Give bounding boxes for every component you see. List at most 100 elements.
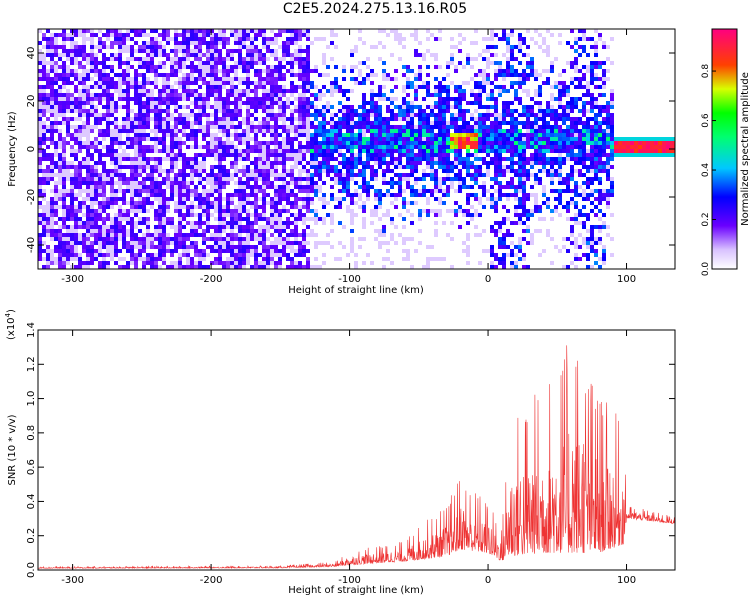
heatmap-cell xyxy=(242,153,246,157)
heatmap-cell xyxy=(282,101,286,105)
heatmap-cell xyxy=(78,81,82,85)
heatmap-cell xyxy=(86,193,90,197)
heatmap-cell xyxy=(98,93,102,97)
heatmap-cell xyxy=(46,221,50,225)
heatmap-cell xyxy=(470,165,474,169)
heatmap-cell xyxy=(342,145,346,149)
heatmap-cell xyxy=(390,97,394,101)
heatmap-cells xyxy=(38,29,675,269)
heatmap-cell xyxy=(146,229,150,233)
heatmap-cell xyxy=(146,201,150,205)
heatmap-cell xyxy=(214,181,218,185)
heatmap-cell xyxy=(310,181,314,185)
heatmap-cell xyxy=(194,129,198,133)
heatmap-cell xyxy=(134,221,138,225)
heatmap-cell xyxy=(38,105,42,109)
heatmap-cell xyxy=(202,201,206,205)
heatmap-cell xyxy=(110,169,114,173)
heatmap-cell xyxy=(458,189,462,193)
heatmap-cell xyxy=(94,105,98,109)
heatmap-cell xyxy=(122,241,126,245)
heatmap-cell xyxy=(222,129,226,133)
heatmap-cell xyxy=(286,153,290,157)
heatmap-cell xyxy=(534,173,538,177)
heatmap-cell xyxy=(370,213,374,217)
heatmap-cell xyxy=(194,213,198,217)
heatmap-cell xyxy=(538,145,542,149)
heatmap-cell xyxy=(82,105,86,109)
heatmap-cell xyxy=(310,145,314,149)
heatmap-cell xyxy=(446,161,450,165)
heatmap-cell xyxy=(182,177,186,181)
heatmap-cell xyxy=(102,197,106,201)
heatmap-cell xyxy=(134,245,138,249)
heatmap-cell xyxy=(490,129,494,133)
heatmap-cell xyxy=(362,145,366,149)
heatmap-cell xyxy=(362,133,366,137)
heatmap-cell xyxy=(138,29,142,33)
heatmap-cell xyxy=(242,141,246,145)
heatmap-cell xyxy=(62,29,66,33)
heatmap-cell xyxy=(82,225,86,229)
heatmap-cell xyxy=(326,101,330,105)
heatmap-cell xyxy=(438,85,442,89)
heatmap-cell xyxy=(58,225,62,229)
heatmap-cell xyxy=(434,93,438,97)
heatmap-cell xyxy=(190,145,194,149)
heatmap-cell xyxy=(474,97,478,101)
heatmap-cell xyxy=(302,197,306,201)
heatmap-cell xyxy=(298,97,302,101)
heatmap-cell xyxy=(254,265,258,269)
heatmap-cell xyxy=(130,125,134,129)
heatmap-cell xyxy=(362,41,366,45)
heatmap-cell xyxy=(46,53,50,57)
heatmap-cell xyxy=(166,97,170,101)
heatmap-cell xyxy=(194,173,198,177)
heatmap-cell xyxy=(462,97,466,101)
heatmap-cell xyxy=(186,81,190,85)
heatmap-cell xyxy=(114,241,118,245)
heatmap-cell xyxy=(422,193,426,197)
heatmap-cell xyxy=(502,193,506,197)
heatmap-cell xyxy=(366,161,370,165)
heatmap-cell xyxy=(206,41,210,45)
heatmap-cell xyxy=(522,193,526,197)
heatmap-cell xyxy=(194,265,198,269)
heatmap-cell xyxy=(306,161,310,165)
heatmap-cell xyxy=(266,153,270,157)
heatmap-cell xyxy=(210,169,214,173)
heatmap-cell xyxy=(246,73,250,77)
heatmap-cell xyxy=(106,65,110,69)
heatmap-cell xyxy=(94,189,98,193)
heatmap-cell xyxy=(534,93,538,97)
heatmap-cell xyxy=(438,181,442,185)
heatmap-cell xyxy=(166,89,170,93)
heatmap-cell xyxy=(206,181,210,185)
heatmap-cell xyxy=(338,205,342,209)
heatmap-cell xyxy=(238,233,242,237)
heatmap-cell xyxy=(162,157,166,161)
heatmap-cell xyxy=(146,101,150,105)
heatmap-cell xyxy=(110,149,114,153)
heatmap-cell xyxy=(110,225,114,229)
heatmap-cell xyxy=(454,121,458,125)
heatmap-cell xyxy=(134,161,138,165)
heatmap-cell xyxy=(194,53,198,57)
heatmap-cell xyxy=(322,205,326,209)
heatmap-cell xyxy=(150,65,154,69)
heatmap-cell xyxy=(210,261,214,265)
heatmap-cell xyxy=(254,69,258,73)
heatmap-cell xyxy=(506,197,510,201)
heatmap-cell xyxy=(466,57,470,61)
heatmap-cell xyxy=(490,81,494,85)
heatmap-cell xyxy=(450,177,454,181)
heatmap-cell xyxy=(70,209,74,213)
heatmap-cell xyxy=(290,205,294,209)
heatmap-cell xyxy=(494,173,498,177)
heatmap-cell xyxy=(202,81,206,85)
heatmap-cell xyxy=(94,217,98,221)
heatmap-cell xyxy=(386,121,390,125)
heatmap-cell xyxy=(502,129,506,133)
heatmap-cell xyxy=(82,181,86,185)
heatmap-cell xyxy=(42,65,46,69)
